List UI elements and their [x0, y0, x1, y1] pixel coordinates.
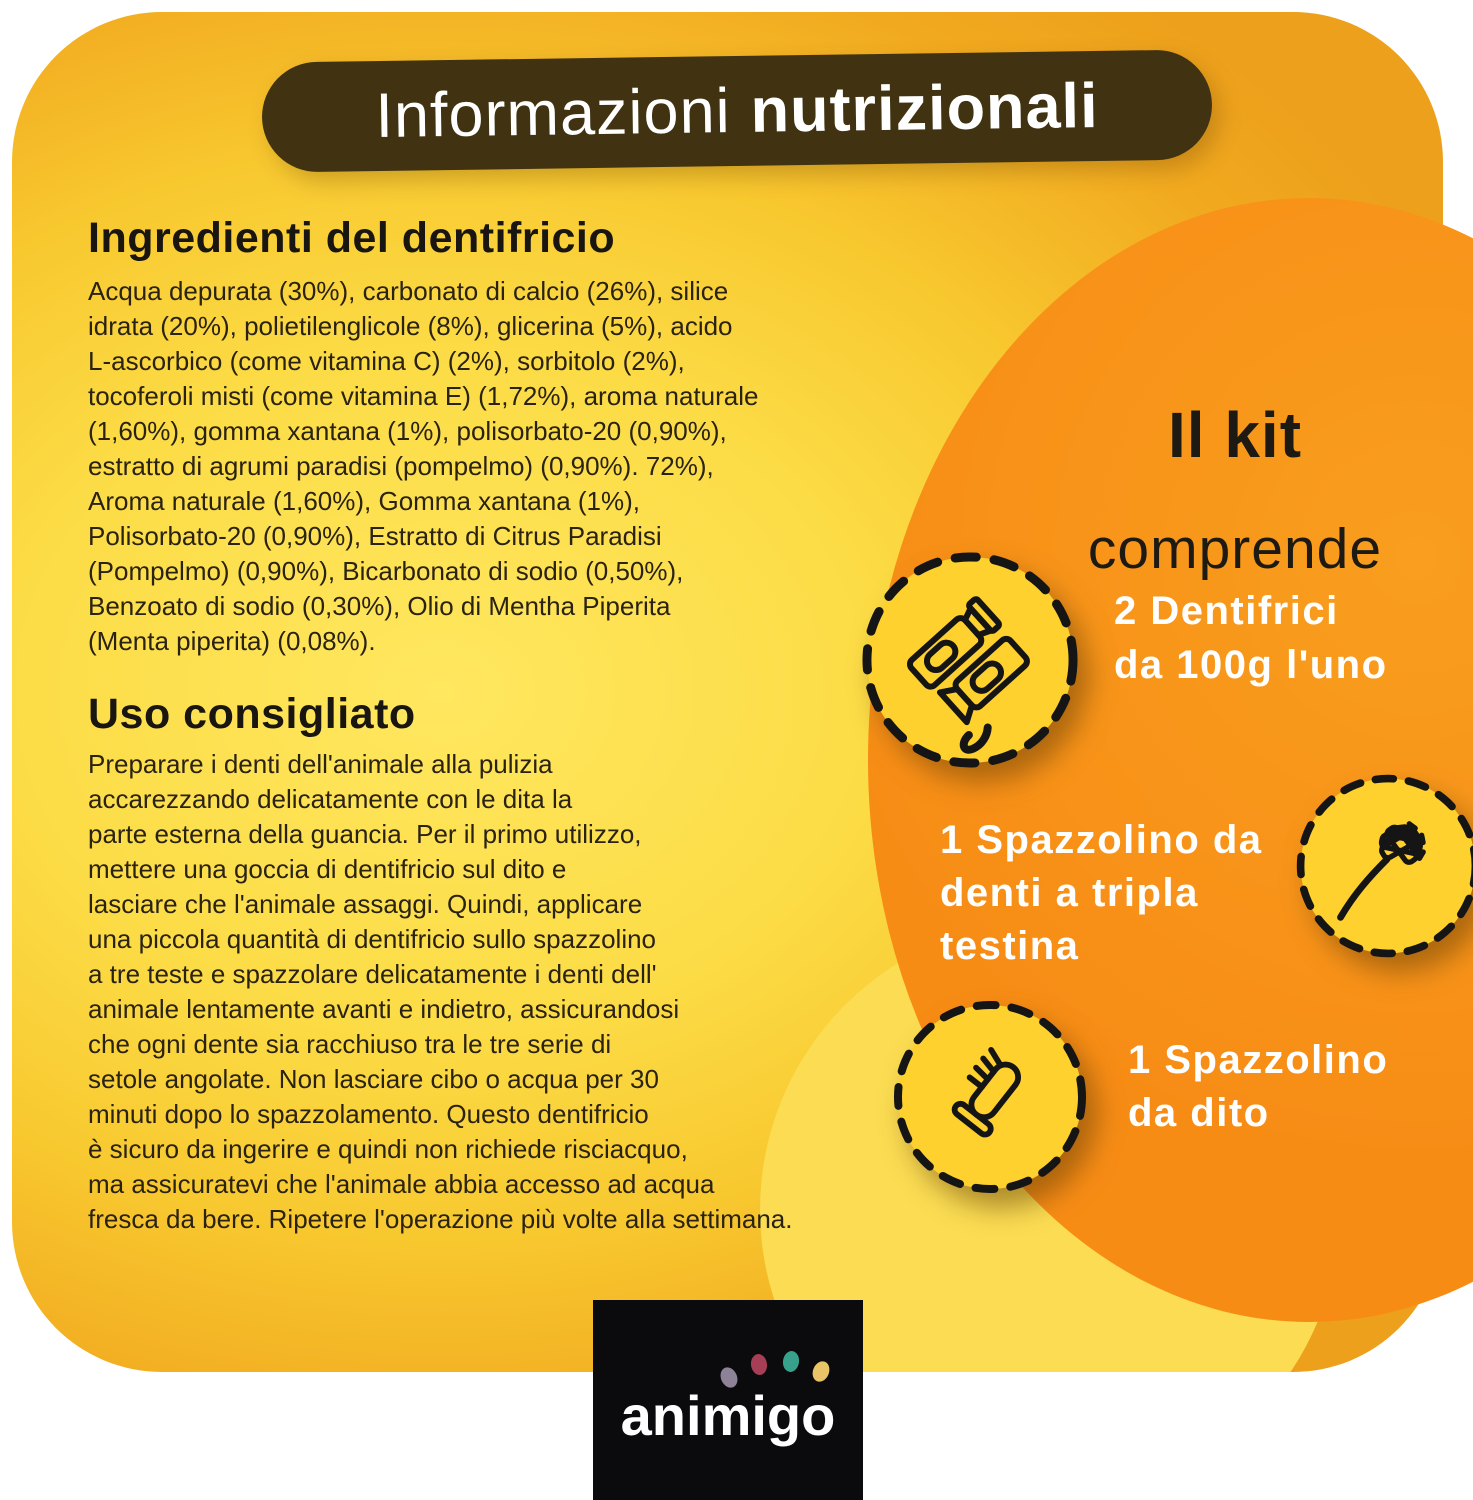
- finger-toothbrush-icon: [951, 1047, 1022, 1138]
- paw-dots-icon: [717, 1349, 839, 1393]
- paw-dot: [809, 1358, 833, 1384]
- triple-head-toothbrush-icon: [1337, 821, 1426, 921]
- paw-dot: [781, 1349, 801, 1373]
- title-bold-part: nutrizionali: [750, 70, 1100, 146]
- kit-heading-bold: Il kit: [1167, 399, 1303, 471]
- kit-item-label-toothpaste: 2 Dentifrici da 100g l'uno: [1114, 589, 1388, 687]
- kit-item-label-finger-brush: 1 Spazzolino da dito: [1128, 1038, 1389, 1135]
- kit-item-circle-toothpaste: [858, 548, 1082, 772]
- kit-item-circle-finger-brush: [890, 997, 1090, 1197]
- ingredients-body: Acqua depurata (30%), carbonato di calci…: [88, 276, 759, 656]
- kit-item-label-triple-brush: 1 Spazzolino da denti a tripla testina: [940, 818, 1263, 968]
- brand-logo-text: animigo: [620, 1383, 836, 1447]
- kit-heading-regular: comprende: [1087, 517, 1383, 581]
- brand-logo-box: animigo: [593, 1300, 863, 1500]
- dashed-circle-border: [862, 552, 1078, 768]
- paw-dot: [717, 1364, 741, 1390]
- kit-item-circle-triple-brush: [1293, 771, 1473, 961]
- brand-logo: animigo: [620, 1349, 836, 1448]
- ingredients-heading: Ingredienti del dentifricio: [88, 214, 616, 262]
- usage-body: Preparare i denti dell'animale alla puli…: [88, 749, 793, 1234]
- kit-heading: Il kit comprende: [1015, 398, 1455, 582]
- title-banner: Informazioni nutrizionali: [261, 49, 1213, 173]
- usage-heading: Uso consigliato: [88, 690, 416, 738]
- title-regular-part: Informazioni: [374, 76, 732, 152]
- toothpaste-tubes-icon: [906, 596, 1030, 754]
- dashed-circle-border: [894, 1001, 1086, 1193]
- paw-dot: [749, 1352, 769, 1376]
